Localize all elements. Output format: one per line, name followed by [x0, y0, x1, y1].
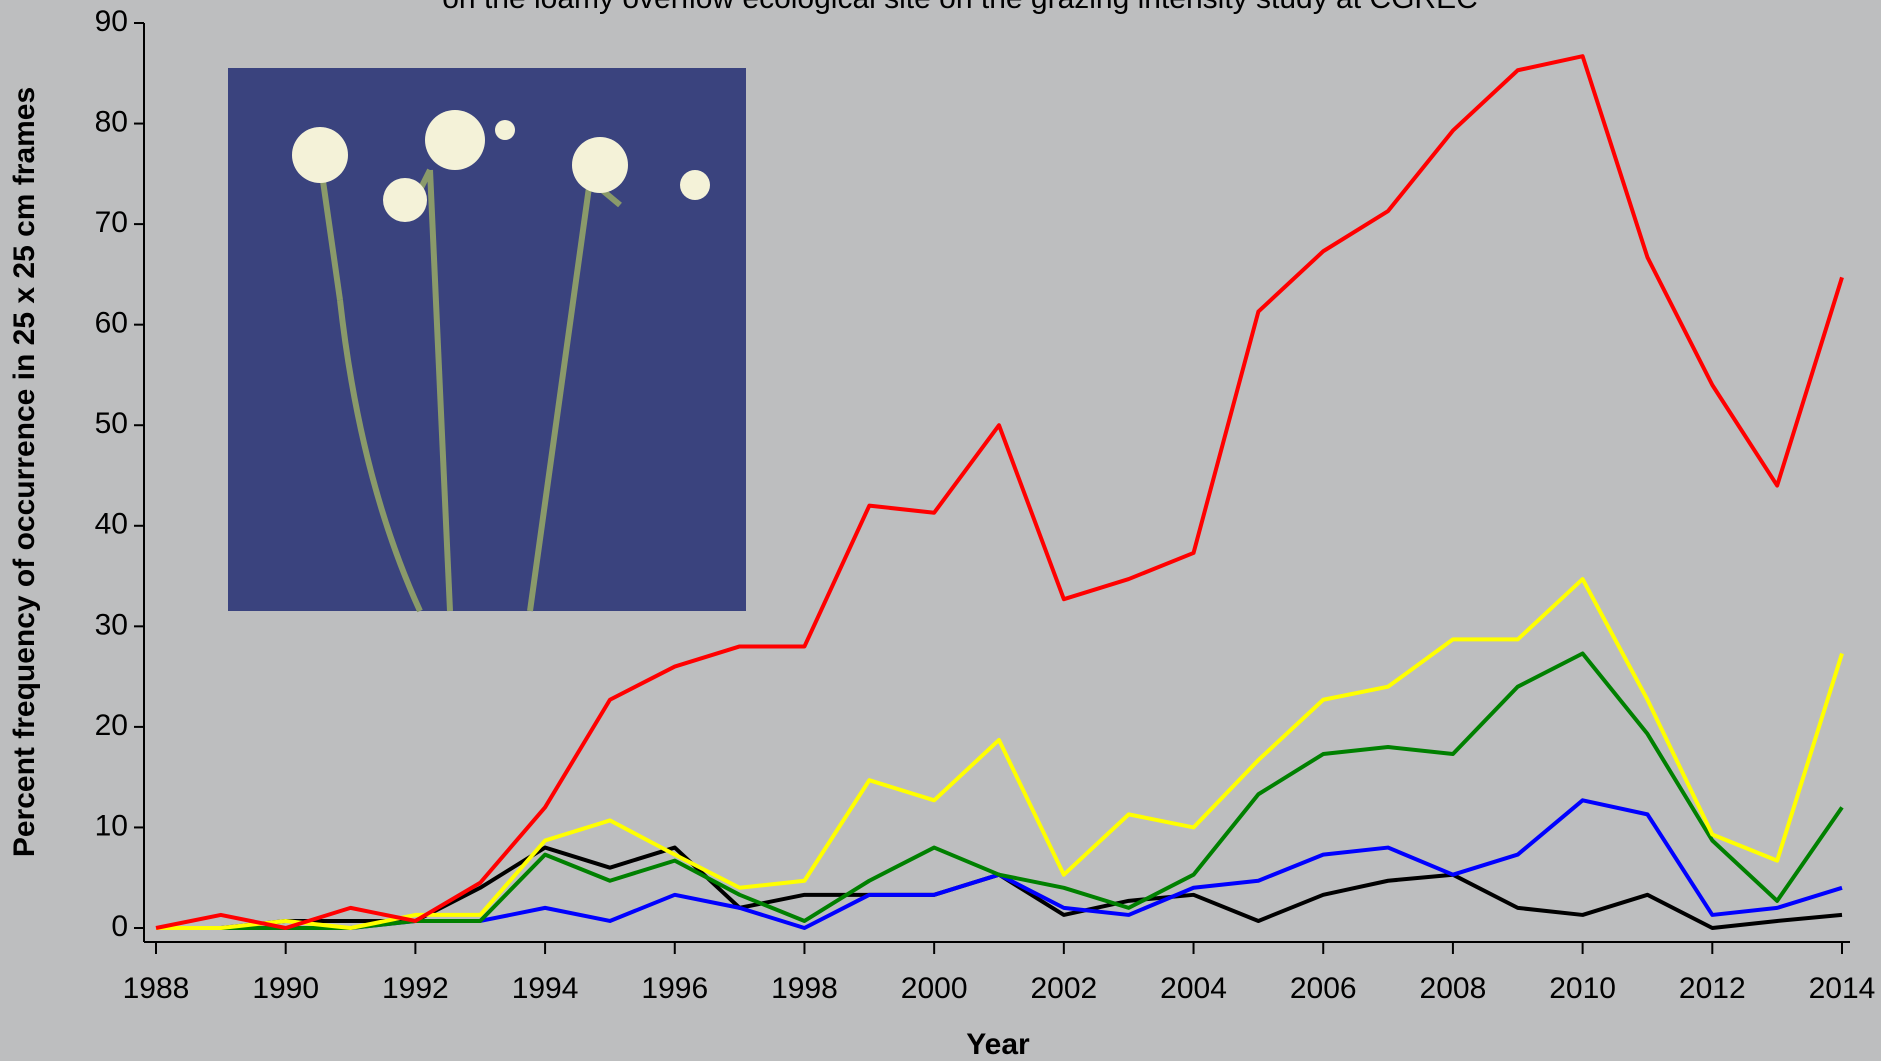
y-tick-label: 40	[95, 508, 128, 541]
y-tick-label: 0	[111, 910, 128, 943]
y-tick-label: 20	[95, 709, 128, 742]
y-tick-label: 10	[95, 809, 128, 842]
x-tick-label: 2014	[1809, 972, 1876, 1005]
line-series	[156, 577, 1844, 930]
x-tick-label: 2012	[1679, 972, 1746, 1005]
x-tick-label: 2006	[1290, 972, 1357, 1005]
x-tick-label: 1988	[123, 972, 190, 1005]
line-series	[156, 651, 1844, 930]
x-tick-label: 2008	[1420, 972, 1487, 1005]
photo	[228, 68, 746, 613]
x-axis-title: Year	[966, 1028, 1030, 1061]
x-tick-label: 2002	[1030, 972, 1097, 1005]
y-tick-label: 80	[95, 105, 128, 138]
y-tick-label: 90	[95, 5, 128, 38]
line-series	[155, 54, 1844, 930]
x-tick-label: 1990	[252, 972, 319, 1005]
x-tick-label: 2010	[1549, 972, 1616, 1005]
line-series	[156, 798, 1843, 930]
y-tick-label: 60	[95, 307, 128, 340]
y-axis-title: Percent frequency of occurrence in 25 x …	[8, 87, 41, 857]
x-tick-label: 1992	[382, 972, 449, 1005]
x-tick-label: 1998	[771, 972, 838, 1005]
y-tick-label: 50	[95, 407, 128, 440]
y-tick-label: 70	[95, 206, 128, 239]
chart-title: on the loamy overflow ecological site on…	[442, 0, 1478, 15]
x-tick-label: 1994	[512, 972, 579, 1005]
y-tick-label: 30	[95, 608, 128, 641]
x-tick-label: 1996	[641, 972, 708, 1005]
x-tick-label: 2000	[901, 972, 968, 1005]
x-tick-label: 2004	[1160, 972, 1227, 1005]
